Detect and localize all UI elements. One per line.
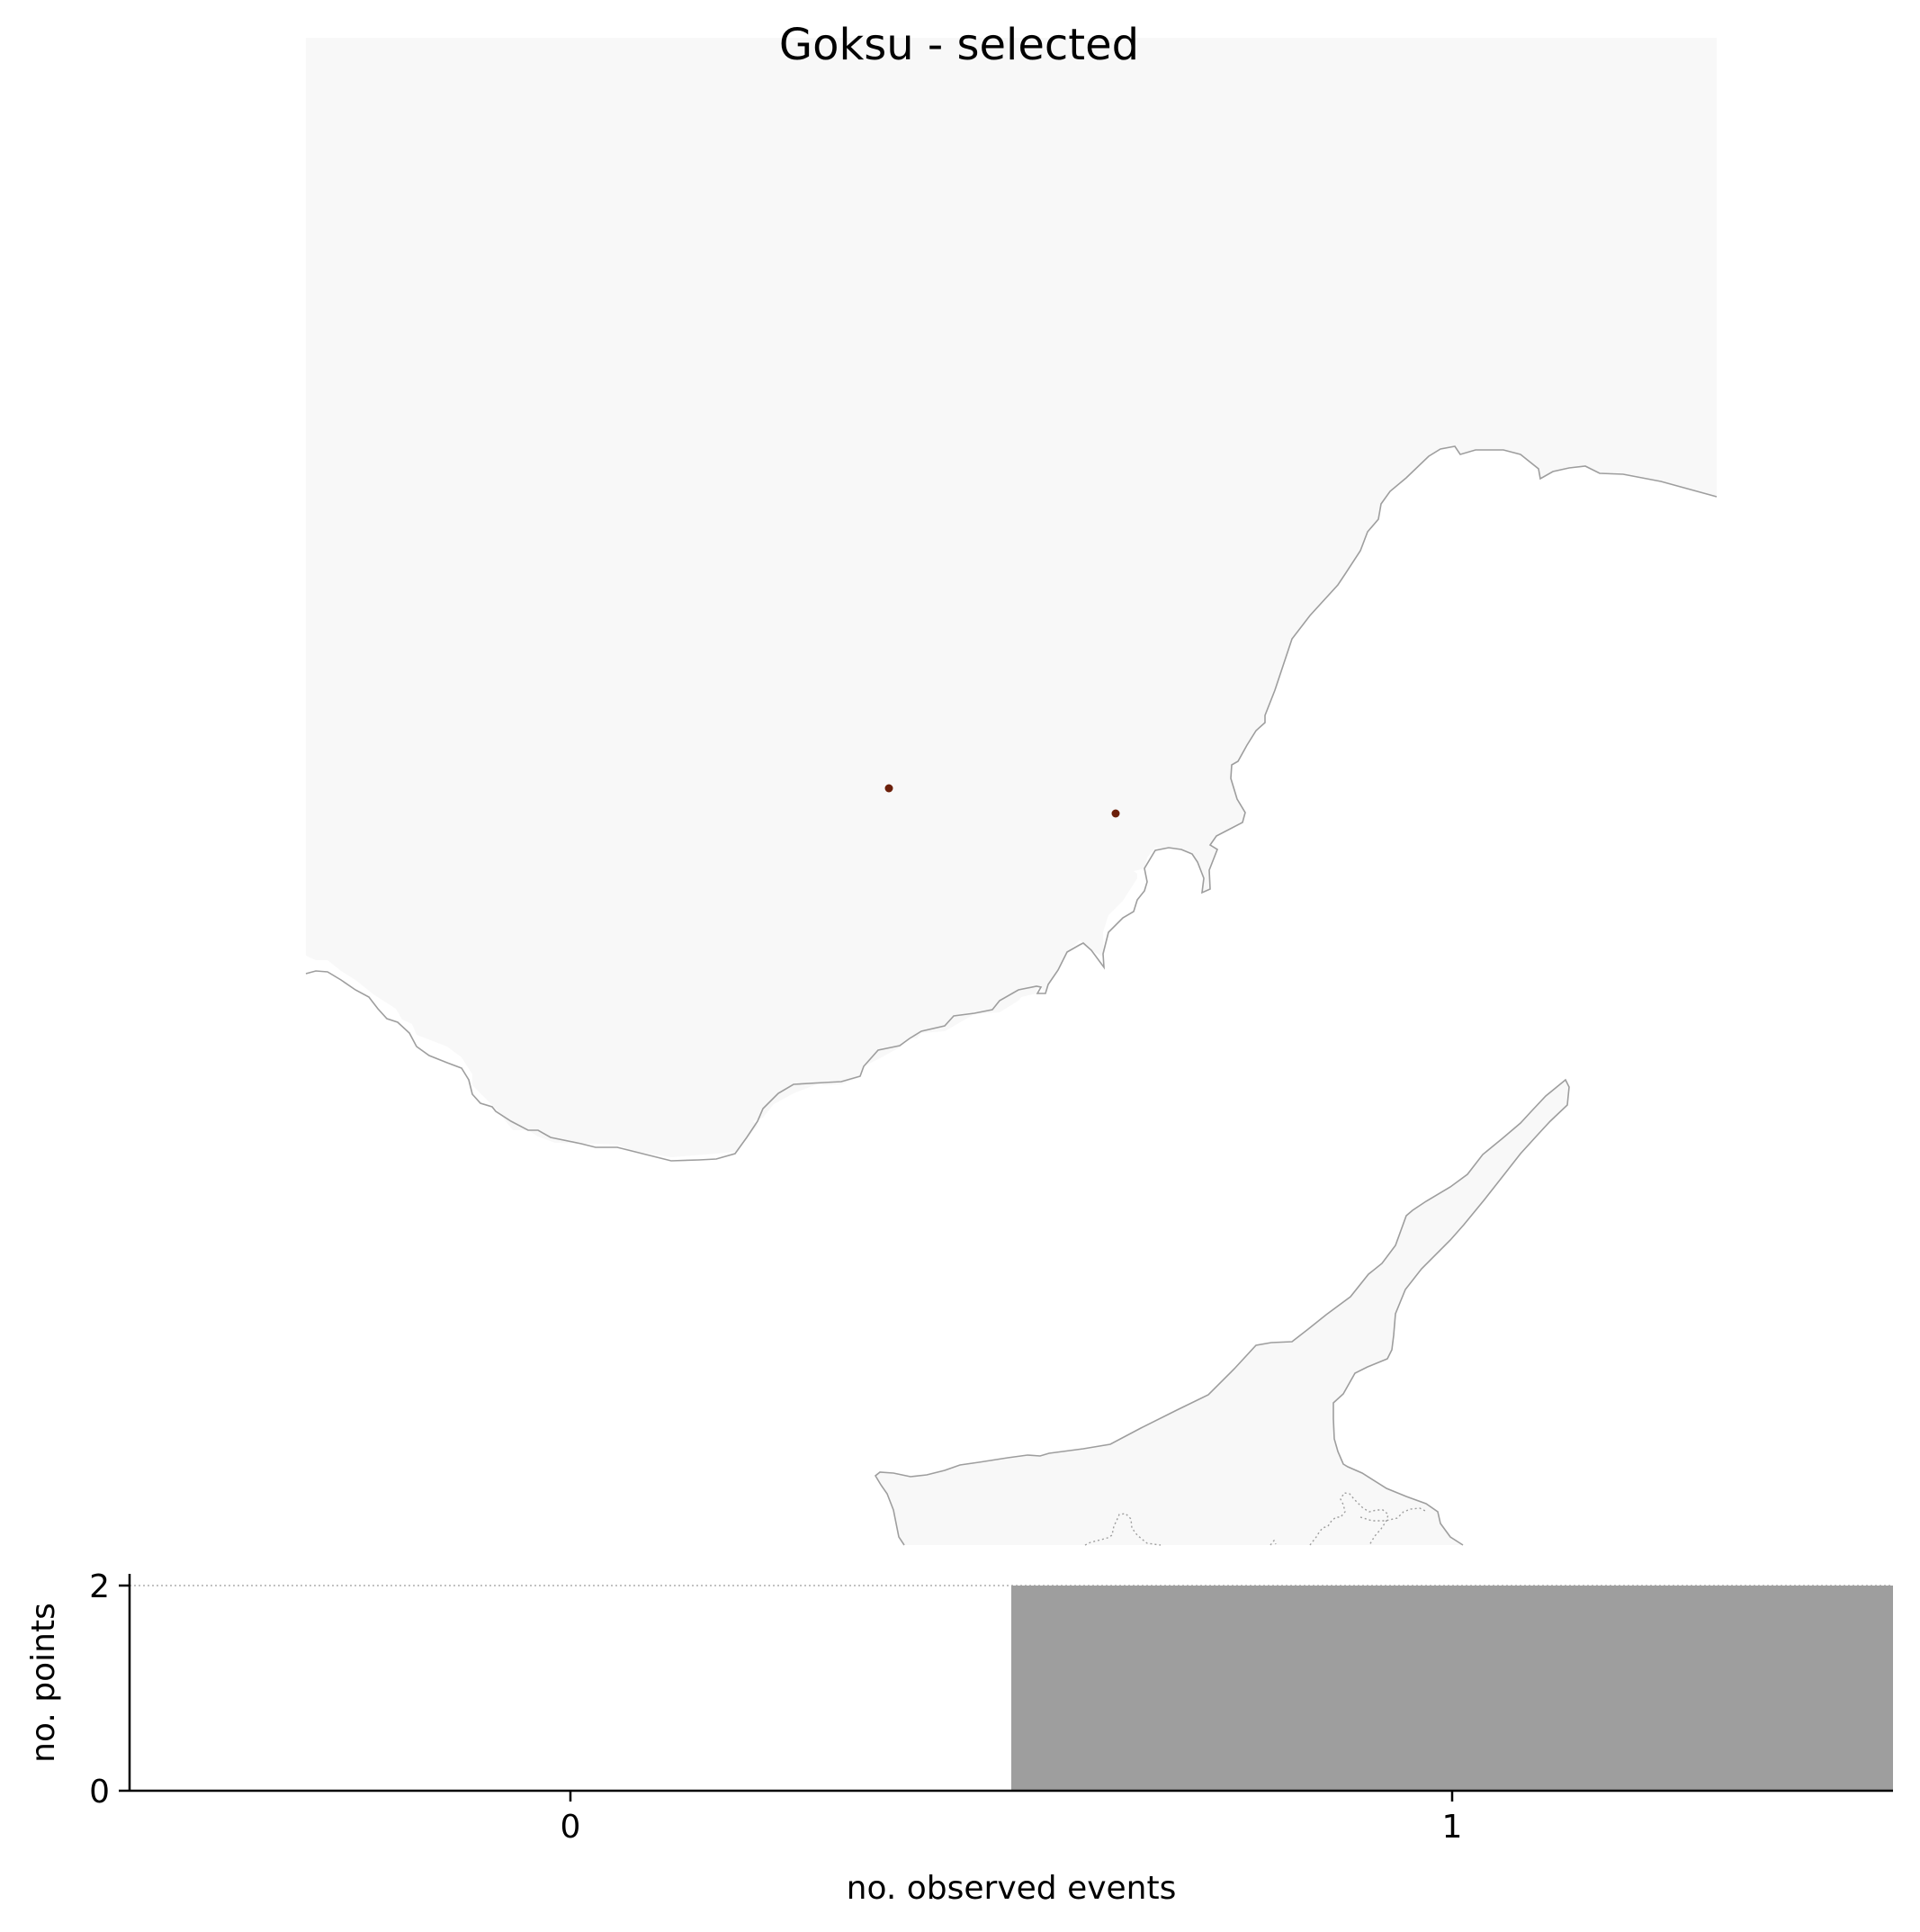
bar-1: [1011, 1586, 1893, 1791]
mainland-coastline: [305, 445, 1718, 1162]
border-line: [1084, 1513, 1162, 1546]
mainland-landmass: [306, 38, 1717, 1157]
cyprus-coastline: [874, 1078, 1570, 1546]
border-line: [1270, 1492, 1389, 1546]
y-tick-label: 2: [89, 1568, 110, 1605]
map-title: Goksu - selected: [779, 20, 1139, 70]
map-panel: Goksu - selected: [305, 20, 1718, 1546]
border-line: [1359, 1507, 1428, 1522]
x-tick-label: 0: [561, 1809, 581, 1846]
y-ticks-group: 02: [89, 1568, 130, 1811]
map-point: [1111, 809, 1120, 818]
y-tick-label: 0: [89, 1774, 110, 1811]
map-point: [884, 784, 893, 793]
x-tick-label: 1: [1442, 1809, 1463, 1846]
x-axis-label: no. observed events: [847, 1870, 1177, 1907]
bars-group: [1011, 1586, 1893, 1791]
cyprus-landmass: [875, 1080, 1569, 1545]
y-axis-label: no. points: [25, 1603, 62, 1763]
